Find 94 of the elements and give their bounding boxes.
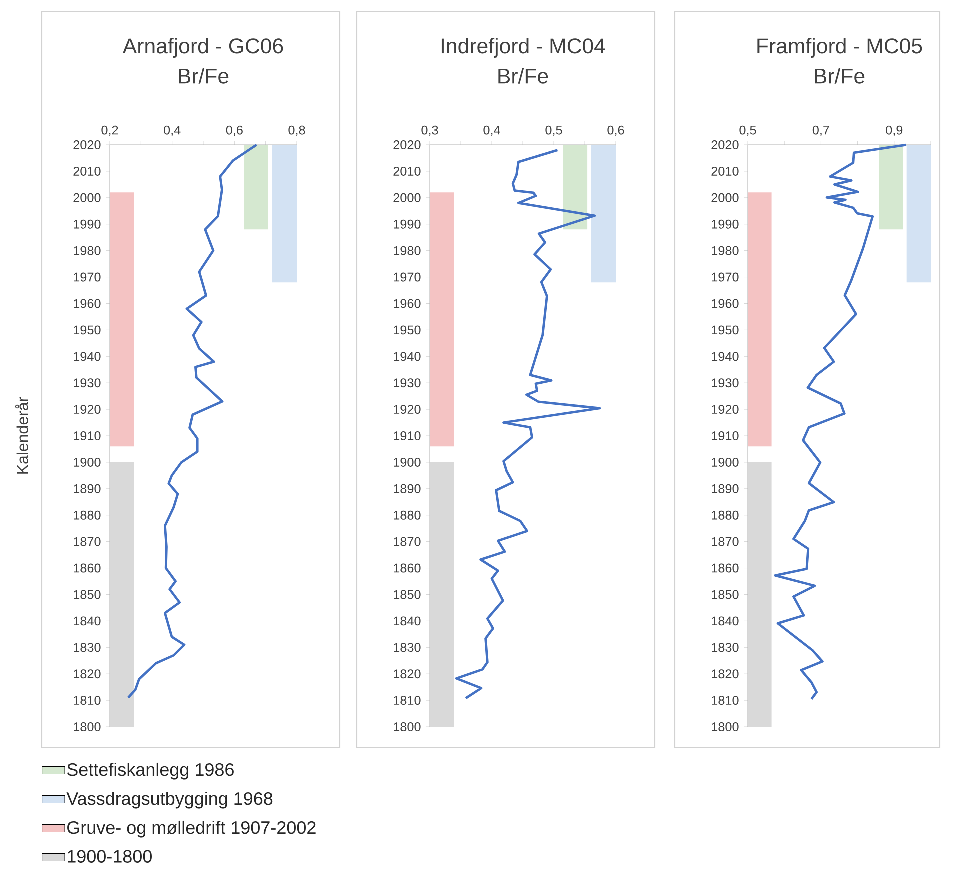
y-tick-label: 1840 xyxy=(394,616,421,626)
y-tick-label: 2010 xyxy=(394,166,421,176)
y-tick-label: 1910 xyxy=(394,432,421,440)
y-tick-label: 1940 xyxy=(712,352,739,362)
y-tick-label: 2000 xyxy=(394,193,421,202)
y-tick-label: 1860 xyxy=(394,564,421,573)
y-tick-label: 1960 xyxy=(712,299,739,308)
x-tick-label: 0,6 xyxy=(608,126,624,136)
y-tick-label: 2000 xyxy=(74,193,101,202)
y-tick-label: 1890 xyxy=(74,484,101,494)
x-tick-label: 0,5 xyxy=(546,126,562,136)
y-tick-label: 1870 xyxy=(74,537,101,546)
y-tick-label: 1820 xyxy=(74,670,101,679)
y-tick-label: 1870 xyxy=(712,537,739,546)
y-tick-label: 1810 xyxy=(394,696,421,706)
y-tick-label: 1840 xyxy=(74,616,101,626)
y-tick-label: 1860 xyxy=(712,564,739,573)
line-series xyxy=(127,144,258,700)
y-tick-label: 1890 xyxy=(394,484,421,494)
y-tick-label: 1850 xyxy=(394,590,421,600)
y-axis-title: Kalenderår xyxy=(15,397,29,474)
x-tick-label: 0,4 xyxy=(484,126,500,136)
y-tick-label: 1820 xyxy=(394,670,421,679)
y-tick-label: 1920 xyxy=(74,405,101,414)
y-tick-label: 1900 xyxy=(74,458,101,467)
y-tick-label: 1800 xyxy=(394,722,421,732)
y-tick-label: 1880 xyxy=(394,510,421,520)
y-tick-label: 1900 xyxy=(712,458,739,467)
y-tick-label: 1990 xyxy=(394,220,421,229)
y-tick-label: 1860 xyxy=(74,564,101,573)
y-tick-label: 1850 xyxy=(712,590,739,600)
y-tick-label: 1810 xyxy=(712,696,739,706)
x-tick-label: 0,8 xyxy=(288,126,306,136)
x-tick-label: 0,5 xyxy=(740,126,756,136)
x-tick-label: 0,7 xyxy=(812,126,830,136)
x-tick-label: 0,9 xyxy=(886,126,903,136)
y-tick-label: 1920 xyxy=(712,405,739,414)
line-series xyxy=(774,144,908,700)
y-tick-label: 1890 xyxy=(712,484,739,494)
legend-label: Vassdragsutbygging 1968 xyxy=(66,792,273,809)
y-tick-label: 1840 xyxy=(712,616,739,626)
chart-title: Framfjord - MC05 xyxy=(758,38,922,58)
chart-title: Indrefjord - MC04 xyxy=(442,38,606,58)
y-tick-label: 2020 xyxy=(712,140,739,150)
y-tick-label: 1960 xyxy=(74,299,101,308)
x-axis-title: Br/Fe xyxy=(179,68,229,84)
y-tick-label: 2000 xyxy=(712,193,739,202)
y-tick-label: 1910 xyxy=(712,432,739,440)
x-tick-label: 0,3 xyxy=(422,126,438,136)
x-axis-title: Br/Fe xyxy=(498,68,548,84)
y-tick-label: 1930 xyxy=(74,378,101,388)
legend-label: Gruve- og mølledrift 1907-2002 xyxy=(68,820,316,838)
y-tick-label: 1820 xyxy=(712,670,739,679)
y-tick-label: 1800 xyxy=(712,722,739,732)
y-tick-label: 1830 xyxy=(712,643,739,652)
y-tick-label: 1990 xyxy=(712,220,739,229)
y-tick-label: 1850 xyxy=(74,590,101,600)
y-tick-label: 1980 xyxy=(74,246,101,256)
y-tick-label: 1970 xyxy=(74,272,101,282)
y-tick-label: 1930 xyxy=(712,378,739,388)
y-tick-label: 1810 xyxy=(74,696,101,706)
line-series xyxy=(455,149,602,700)
x-tick-label: 0,6 xyxy=(226,126,243,136)
y-tick-label: 1830 xyxy=(394,643,421,652)
y-tick-label: 1900 xyxy=(394,458,421,467)
y-tick-label: 1970 xyxy=(712,272,739,282)
y-tick-label: 1830 xyxy=(74,643,101,652)
y-tick-label: 1930 xyxy=(394,378,421,388)
y-tick-label: 1950 xyxy=(712,326,739,335)
chart-title: Arnafjord - GC06 xyxy=(122,38,284,58)
x-axis-title: Br/Fe xyxy=(815,68,865,84)
y-tick-label: 1870 xyxy=(394,537,421,546)
y-tick-label: 1970 xyxy=(394,272,421,282)
y-tick-label: 1980 xyxy=(394,246,421,256)
y-tick-label: 1880 xyxy=(74,510,101,520)
legend-label: 1900-1800 xyxy=(68,850,152,863)
y-tick-label: 1940 xyxy=(394,352,421,362)
x-tick-label: 0,2 xyxy=(102,126,118,136)
y-tick-label: 1910 xyxy=(74,432,101,440)
y-tick-label: 1960 xyxy=(394,299,421,308)
y-tick-label: 1990 xyxy=(74,220,101,229)
legend-label: Settefiskanlegg 1986 xyxy=(67,762,234,780)
y-tick-label: 1800 xyxy=(74,722,101,732)
y-tick-label: 2020 xyxy=(394,140,421,150)
y-tick-label: 1950 xyxy=(394,326,421,335)
y-tick-label: 1920 xyxy=(394,405,421,414)
y-tick-label: 2010 xyxy=(74,166,101,176)
y-tick-label: 2010 xyxy=(712,166,739,176)
x-tick-label: 0,4 xyxy=(164,126,181,136)
y-tick-label: 1940 xyxy=(74,352,101,362)
y-tick-label: 1880 xyxy=(712,510,739,520)
y-tick-label: 1980 xyxy=(712,246,739,256)
y-tick-label: 1950 xyxy=(74,326,101,335)
y-tick-label: 2020 xyxy=(74,140,101,150)
